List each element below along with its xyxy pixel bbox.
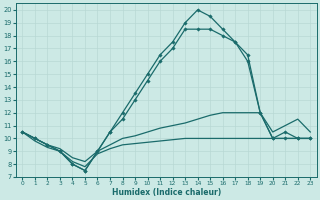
X-axis label: Humidex (Indice chaleur): Humidex (Indice chaleur) (112, 188, 221, 197)
